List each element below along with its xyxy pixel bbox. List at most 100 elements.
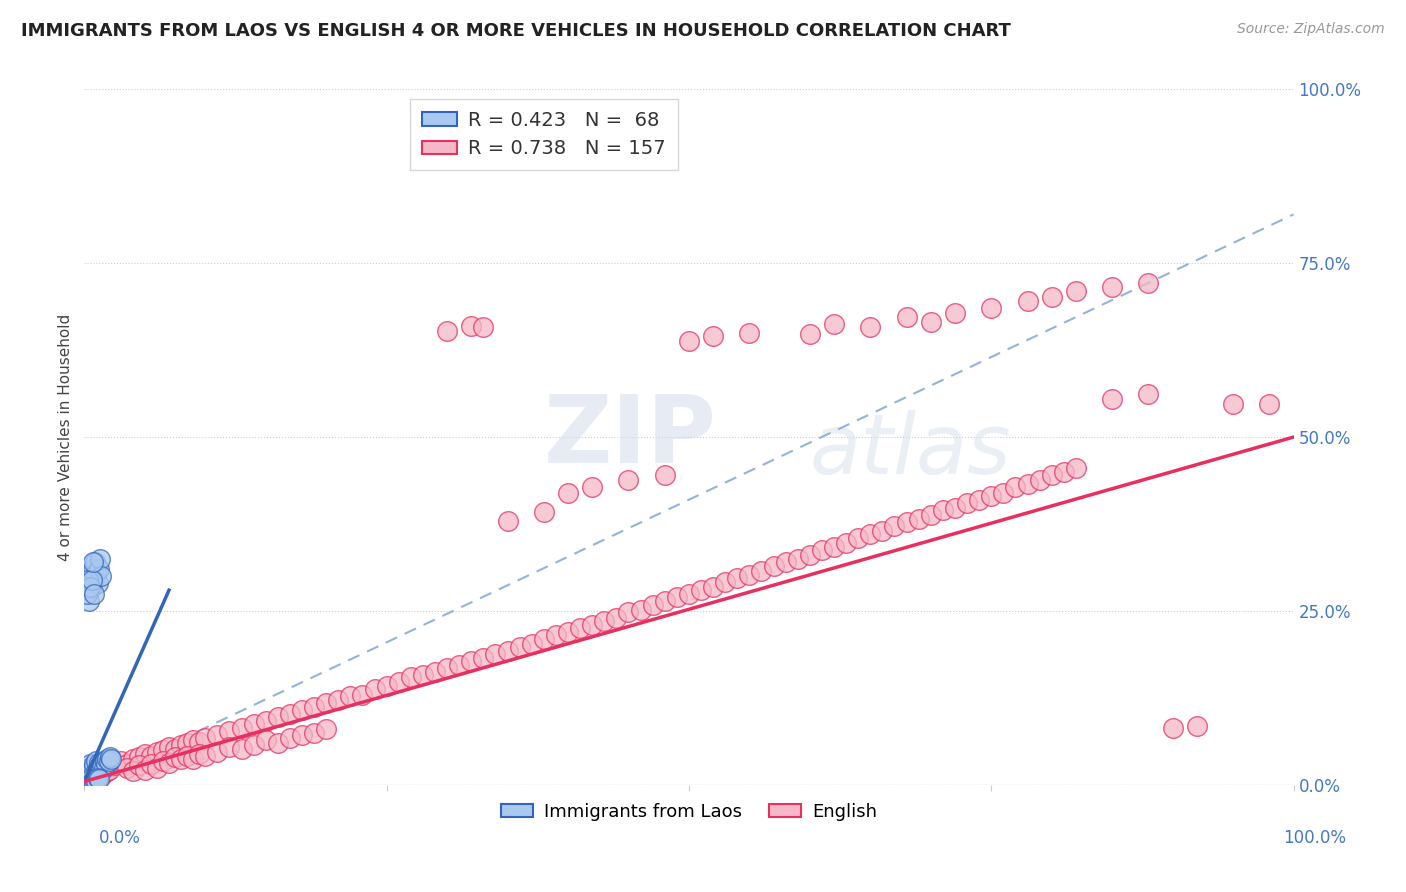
- Point: [75, 772, 97, 787]
- Point: [302, 700, 325, 714]
- Text: ZIP: ZIP: [544, 391, 717, 483]
- Point: [1040, 468, 1063, 483]
- Point: [1017, 294, 1039, 309]
- Point: [896, 310, 918, 325]
- Point: [87, 765, 110, 780]
- Point: [943, 501, 966, 516]
- Point: [920, 315, 942, 329]
- Point: [77, 773, 100, 788]
- Point: [520, 637, 543, 651]
- Point: [278, 706, 301, 721]
- Text: atlas: atlas: [810, 410, 1011, 491]
- Point: [218, 723, 240, 738]
- Point: [91, 757, 114, 772]
- Point: [690, 583, 713, 598]
- Point: [799, 327, 821, 342]
- Point: [883, 519, 905, 533]
- Point: [76, 772, 98, 787]
- Point: [80, 763, 103, 777]
- Point: [96, 764, 118, 778]
- Point: [82, 555, 104, 569]
- Point: [134, 763, 156, 777]
- Point: [967, 492, 990, 507]
- Point: [1137, 387, 1160, 401]
- Point: [77, 772, 100, 787]
- Point: [82, 773, 104, 788]
- Point: [943, 306, 966, 320]
- Point: [82, 760, 104, 774]
- Point: [84, 767, 107, 781]
- Point: [121, 751, 143, 765]
- Point: [79, 580, 101, 594]
- Point: [77, 770, 100, 784]
- Point: [605, 611, 627, 625]
- Point: [77, 767, 100, 781]
- Point: [75, 774, 97, 789]
- Point: [86, 767, 108, 781]
- Point: [980, 489, 1002, 503]
- Legend: Immigrants from Laos, English: Immigrants from Laos, English: [494, 796, 884, 828]
- Point: [1053, 465, 1076, 479]
- Point: [86, 764, 108, 778]
- Point: [339, 689, 361, 703]
- Point: [702, 329, 724, 343]
- Point: [291, 703, 314, 717]
- Point: [267, 710, 290, 724]
- Text: 100.0%: 100.0%: [1284, 829, 1346, 847]
- Point: [980, 301, 1002, 316]
- Point: [436, 661, 458, 675]
- Point: [762, 558, 785, 573]
- Point: [96, 751, 118, 765]
- Point: [1137, 276, 1160, 290]
- Point: [581, 480, 603, 494]
- Text: IMMIGRANTS FROM LAOS VS ENGLISH 4 OR MORE VEHICLES IN HOUSEHOLD CORRELATION CHAR: IMMIGRANTS FROM LAOS VS ENGLISH 4 OR MOR…: [21, 22, 1011, 40]
- Point: [77, 593, 100, 607]
- Point: [993, 485, 1015, 500]
- Point: [91, 767, 114, 781]
- Point: [412, 668, 434, 682]
- Point: [152, 754, 174, 768]
- Point: [460, 654, 482, 668]
- Point: [76, 767, 98, 781]
- Point: [315, 723, 337, 737]
- Point: [859, 320, 882, 334]
- Point: [496, 644, 519, 658]
- Point: [1064, 284, 1087, 298]
- Text: Source: ZipAtlas.com: Source: ZipAtlas.com: [1237, 22, 1385, 37]
- Point: [218, 739, 240, 754]
- Point: [738, 326, 761, 340]
- Point: [267, 736, 290, 750]
- Point: [231, 741, 253, 756]
- Point: [1028, 473, 1050, 487]
- Point: [786, 551, 808, 566]
- Point: [859, 527, 882, 541]
- Point: [231, 721, 253, 735]
- Point: [82, 562, 104, 576]
- Point: [509, 640, 531, 655]
- Point: [86, 754, 108, 768]
- Point: [77, 760, 100, 774]
- Point: [157, 756, 180, 770]
- Point: [77, 771, 100, 785]
- Point: [557, 624, 579, 639]
- Point: [115, 760, 138, 774]
- Point: [115, 757, 138, 772]
- Point: [846, 531, 869, 545]
- Point: [399, 670, 422, 684]
- Point: [139, 748, 162, 763]
- Point: [544, 628, 567, 642]
- Point: [83, 573, 105, 587]
- Point: [80, 580, 103, 594]
- Point: [194, 731, 217, 745]
- Point: [98, 750, 121, 764]
- Point: [581, 618, 603, 632]
- Point: [76, 774, 98, 789]
- Point: [139, 757, 162, 772]
- Point: [83, 757, 105, 772]
- Point: [593, 615, 616, 629]
- Point: [956, 496, 979, 510]
- Point: [388, 675, 411, 690]
- Point: [176, 748, 198, 763]
- Point: [75, 774, 97, 789]
- Point: [93, 763, 115, 777]
